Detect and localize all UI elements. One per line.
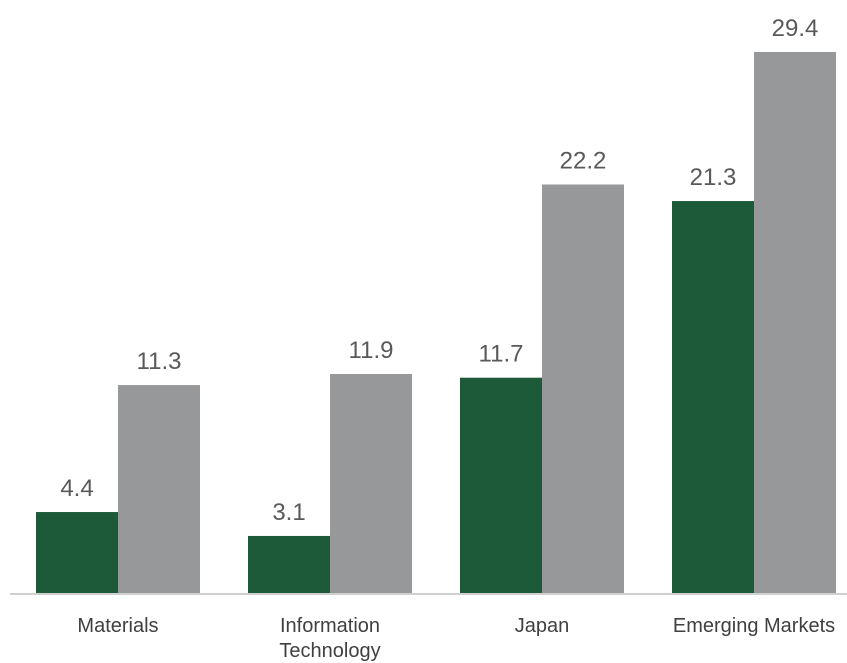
bar-series1-1 [248, 535, 330, 593]
category-label-line: Emerging Markets [673, 615, 835, 637]
bar-series1-3 [672, 201, 754, 593]
value-label: 11.3 [137, 348, 182, 375]
bar-series2-3 [754, 52, 836, 593]
bar-series2-2 [542, 184, 624, 593]
category-label: Emerging Markets [673, 615, 835, 637]
category-label-line: Materials [77, 615, 158, 637]
value-label: 11.7 [479, 341, 524, 368]
value-label: 21.3 [690, 164, 737, 191]
bar-series1-2 [460, 377, 542, 593]
category-label-line: Japan [515, 615, 570, 637]
bar-series1-0 [36, 512, 118, 593]
category-label-line: Information [280, 615, 380, 637]
bar-series2-0 [118, 385, 200, 593]
value-label: 22.2 [560, 147, 607, 174]
bars-group [36, 52, 836, 593]
value-label: 11.9 [349, 337, 394, 364]
value-labels-group: 4.4 11.3 3.1 11.9 11.7 22.2 21.3 29.4 [60, 15, 818, 526]
category-label: Japan [515, 615, 570, 637]
category-label-line: Technology [279, 640, 380, 662]
value-label: 4.4 [60, 475, 93, 502]
category-label: Information Technology [279, 615, 380, 662]
category-labels-group: Materials Information Technology Japan Emerg… [77, 615, 835, 662]
value-label: 29.4 [772, 15, 819, 42]
bar-series2-1 [330, 374, 412, 593]
category-label: Materials [77, 615, 158, 637]
value-label: 3.1 [272, 499, 305, 526]
